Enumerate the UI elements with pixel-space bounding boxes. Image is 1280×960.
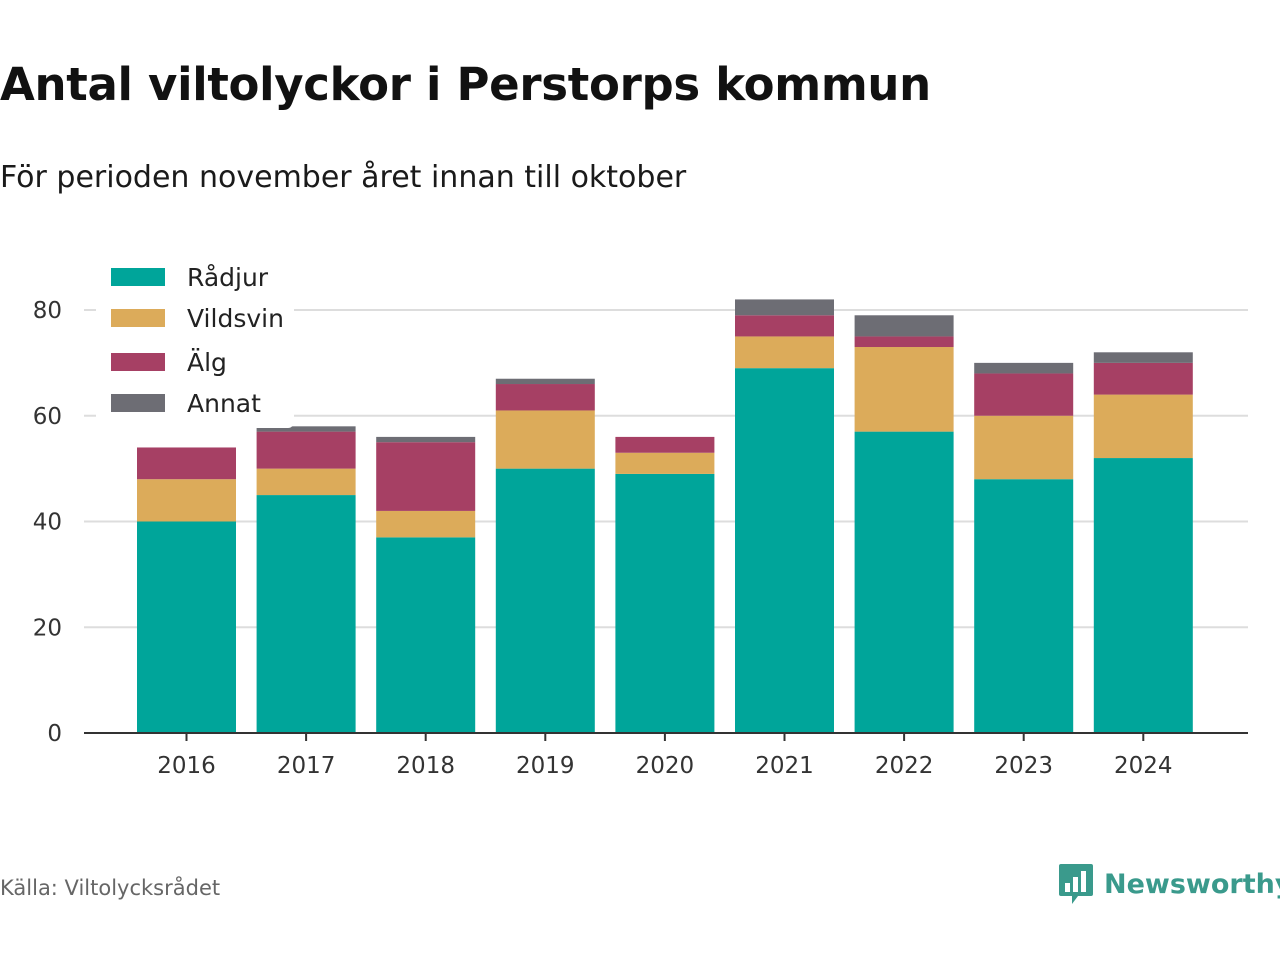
- legend-label: Älg: [187, 348, 227, 377]
- bar-segment-vildsvin: [376, 510, 476, 538]
- bar-segment-vildsvin: [1093, 394, 1193, 459]
- bars: [137, 299, 1193, 733]
- legend: Rådjur Vildsvin Älg Annat: [96, 256, 294, 428]
- legend-background: [96, 256, 294, 428]
- chart-subtitle: För perioden november året innan till ok…: [0, 160, 687, 195]
- bar-segment-vildsvin: [735, 336, 834, 369]
- bar-segment-vildsvin: [137, 479, 236, 522]
- bar-segment-annat: [495, 378, 595, 385]
- bar-segment-älg: [256, 431, 356, 469]
- x-tick-label: 2016: [157, 753, 216, 779]
- legend-swatch: [111, 309, 165, 327]
- bar-segment-rådjur: [615, 473, 715, 733]
- bar-segment-rådjur: [137, 521, 236, 733]
- bar-segment-rådjur: [1093, 458, 1193, 733]
- source-note: Källa: Viltolycksrådet: [0, 876, 221, 900]
- legend-label: Annat: [187, 389, 261, 418]
- x-tick-label: 2017: [277, 753, 336, 779]
- bar-segment-älg: [974, 373, 1074, 416]
- legend-swatch: [111, 353, 165, 371]
- brand-logo: Newsworthy: [1058, 862, 1280, 906]
- bar-segment-rådjur: [974, 479, 1074, 733]
- y-tick-label: 80: [33, 298, 62, 324]
- bar-segment-älg: [735, 315, 834, 337]
- legend-label: Vildsvin: [187, 304, 284, 333]
- bar-chart-speech-bubble-icon: [1059, 864, 1093, 904]
- bar-segment-annat: [1093, 352, 1193, 363]
- bar-segment-rådjur: [495, 468, 595, 733]
- legend-label: Rådjur: [187, 263, 269, 292]
- bar-segment-rådjur: [735, 368, 834, 733]
- bar-segment-vildsvin: [256, 468, 356, 496]
- bar-segment-älg: [854, 336, 954, 348]
- bar-segment-annat: [376, 436, 476, 443]
- chart-title: Antal viltolyckor i Perstorps kommun: [0, 58, 931, 111]
- axes: 0 20 40 60 80 2016 2017 2018 2019 2020 2021 2022 202…: [33, 298, 1248, 779]
- x-tick-label: 2024: [1114, 753, 1173, 779]
- x-tick-label: 2023: [994, 753, 1053, 779]
- bar-segment-annat: [735, 299, 834, 316]
- bar-segment-vildsvin: [974, 415, 1074, 480]
- bar-segment-rådjur: [376, 537, 476, 733]
- x-tick-label: 2020: [636, 753, 695, 779]
- y-tick-label: 60: [33, 404, 62, 430]
- bar-segment-rådjur: [256, 495, 356, 733]
- bar-segment-annat: [854, 315, 954, 337]
- bar-segment-annat: [256, 426, 356, 432]
- x-tick-label: 2022: [875, 753, 934, 779]
- bar-segment-älg: [137, 447, 236, 480]
- bar-segment-älg: [495, 384, 595, 411]
- bar-segment-älg: [615, 436, 715, 453]
- x-tick-label: 2018: [396, 753, 455, 779]
- bar-segment-älg: [1093, 362, 1193, 395]
- x-tick-label: 2021: [755, 753, 814, 779]
- y-tick-label: 20: [33, 615, 62, 641]
- legend-swatch: [111, 394, 165, 412]
- bar-segment-vildsvin: [495, 410, 595, 469]
- y-tick-label: 0: [47, 721, 62, 747]
- brand-name: Newsworthy: [1104, 868, 1280, 900]
- bar-segment-vildsvin: [615, 452, 715, 474]
- bar-segment-vildsvin: [854, 347, 954, 432]
- x-tick-label: 2019: [516, 753, 575, 779]
- legend-swatch: [111, 268, 165, 286]
- bar-segment-annat: [974, 362, 1074, 374]
- y-tick-label: 40: [33, 510, 62, 536]
- bar-segment-rådjur: [854, 431, 954, 733]
- bar-segment-älg: [376, 442, 476, 511]
